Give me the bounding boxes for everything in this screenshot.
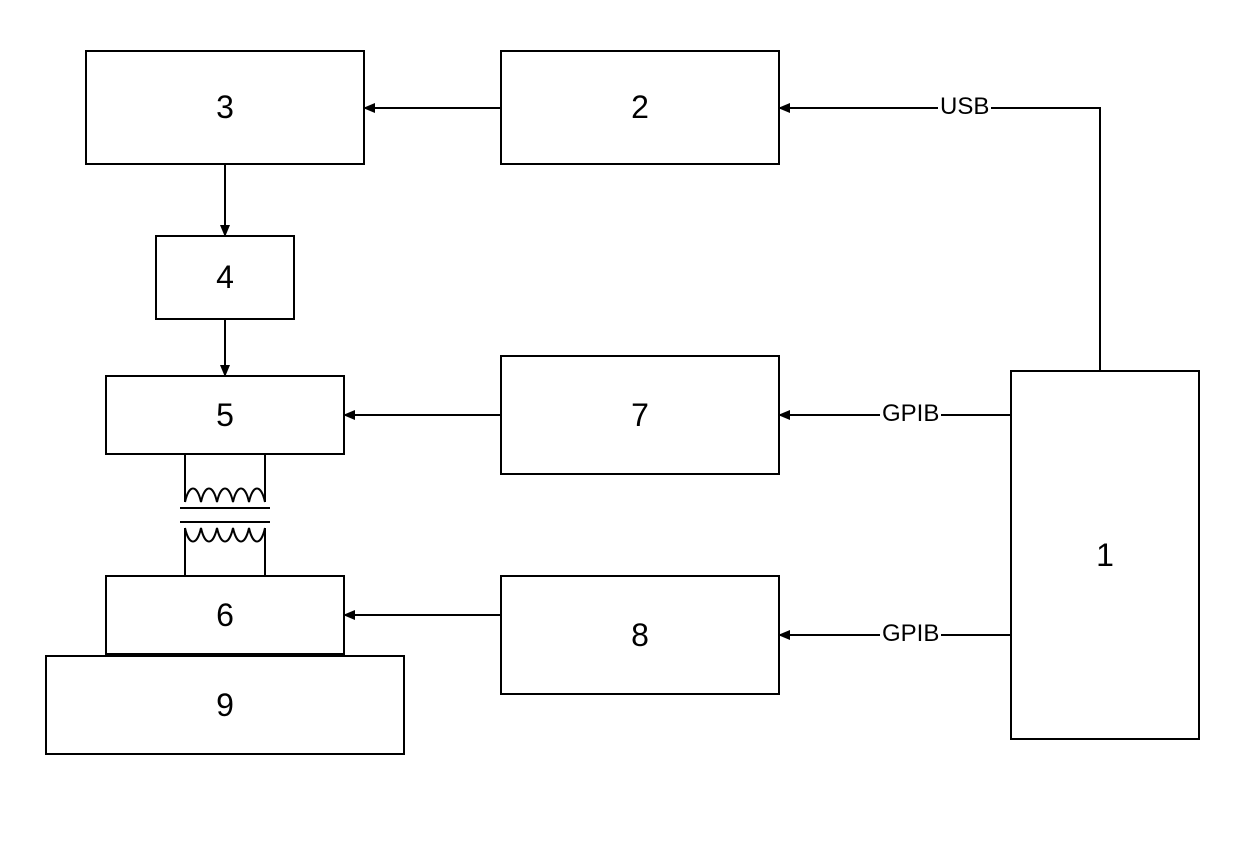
node-4: 4 — [155, 235, 295, 320]
node-1: 1 — [1010, 370, 1200, 740]
node-8: 8 — [500, 575, 780, 695]
node-9: 9 — [45, 655, 405, 755]
edge-label: USB — [938, 93, 991, 121]
node-2: 2 — [500, 50, 780, 165]
node-label: 6 — [216, 597, 234, 634]
node-3: 3 — [85, 50, 365, 165]
edge-label: GPIB — [880, 620, 941, 648]
node-label: 8 — [631, 617, 649, 654]
node-label: 4 — [216, 259, 234, 296]
node-label: 1 — [1096, 537, 1114, 574]
node-label: 5 — [216, 397, 234, 434]
node-5: 5 — [105, 375, 345, 455]
node-label: 9 — [216, 687, 234, 724]
edge-label: GPIB — [880, 400, 941, 428]
block-diagram: 1 2 3 4 5 6 7 8 9 USB GPIB GPIB — [0, 0, 1240, 841]
node-7: 7 — [500, 355, 780, 475]
node-label: 3 — [216, 89, 234, 126]
node-label: 2 — [631, 89, 649, 126]
node-6: 6 — [105, 575, 345, 655]
node-label: 7 — [631, 397, 649, 434]
